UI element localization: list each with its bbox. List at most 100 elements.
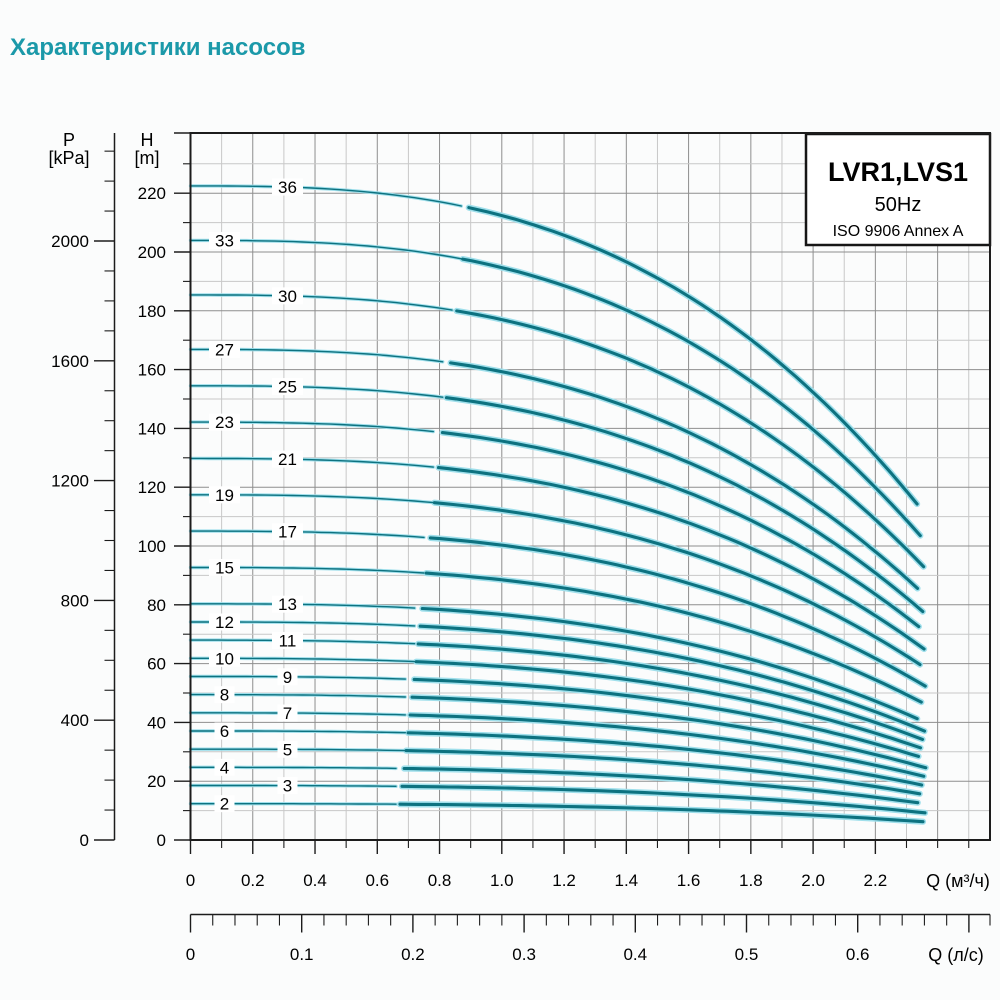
curve-label-11: 11 (279, 631, 297, 650)
pump-curve-13 (420, 606, 919, 721)
pump-curve-7 (408, 713, 926, 778)
q-m3h-tick-label: 2.2 (864, 871, 888, 890)
pressure-axis-symbol: P (63, 130, 75, 150)
h-axis-tick-label: 80 (147, 596, 166, 615)
flow-m3h-unit-label: Q (м³/ч) (926, 871, 990, 891)
q-ls-tick-label: 0.1 (290, 945, 314, 964)
pump-curve-36 (467, 206, 919, 506)
curve-label-bg-5 (277, 740, 298, 758)
curve-label-9: 9 (283, 668, 292, 687)
p-axis-tick-label: 0 (80, 831, 89, 850)
curve-label-33: 33 (215, 231, 234, 250)
pump-curve-10 (414, 660, 923, 750)
pump-curve-17 (428, 536, 927, 688)
legend-standard: ISO 9906 Annex A (833, 223, 964, 240)
curve-label-bg-8 (214, 686, 235, 704)
curve-label-6: 6 (220, 722, 229, 741)
p-axis-tick-label: 400 (61, 711, 89, 730)
page-title: Характеристики насосов (10, 34, 306, 61)
curve-label-30: 30 (278, 287, 297, 306)
pump-curve-25 (444, 396, 925, 614)
pump-curve-4 (402, 766, 920, 805)
pump-curve-36 (189, 185, 462, 207)
pump-curve-17 (189, 530, 425, 539)
curve-label-bg-2 (214, 795, 235, 813)
q-ls-tick-label: 0 (186, 945, 195, 964)
curve-label-bg-7 (277, 704, 298, 722)
curve-label-27: 27 (215, 340, 234, 359)
pump-curve-2 (398, 802, 925, 824)
q-ls-tick-label: 0.6 (846, 945, 870, 964)
curve-label-10: 10 (215, 649, 234, 668)
head-axis-unit: [m] (135, 148, 160, 168)
pump-curve-30 (455, 309, 926, 569)
curve-label-3: 3 (283, 777, 292, 796)
pump-curves (188, 184, 929, 825)
curve-label-bg-27 (209, 340, 240, 358)
curve-label-bg-19 (209, 486, 240, 504)
curve-label-8: 8 (220, 686, 229, 705)
pump-curve-11 (416, 642, 925, 741)
curve-label-bg-12 (209, 613, 240, 631)
pump-curve-5 (404, 749, 922, 796)
legend-box: LVR1,LVS1 50Hz ISO 9906 Annex A (804, 132, 992, 247)
pump-curve-23 (440, 431, 921, 629)
curve-label-5: 5 (283, 740, 292, 759)
curve-label-bg-17 (272, 523, 303, 541)
pump-curve-25 (189, 385, 444, 398)
q-m3h-tick-label: 0.4 (303, 871, 327, 890)
q-m3h-tick-label: 2.0 (801, 871, 825, 890)
curve-label-bg-33 (209, 231, 240, 249)
q-m3h-tick-label: 1.8 (739, 871, 763, 890)
q-m3h-tick-label: 1.0 (490, 871, 514, 890)
legend-frequency: 50Hz (875, 194, 922, 216)
curve-label-17: 17 (278, 523, 297, 542)
curve-label-bg-13 (272, 595, 303, 613)
pump-curve-8 (410, 695, 928, 770)
curve-label-23: 23 (215, 413, 234, 432)
curve-label-12: 12 (215, 613, 234, 632)
q-m3h-tick-label: 0 (186, 871, 195, 890)
curve-label-7: 7 (283, 704, 292, 723)
curve-label-bg-36 (272, 178, 303, 196)
p-axis-tick-label: 2000 (51, 232, 89, 251)
curve-label-bg-4 (214, 758, 235, 776)
h-axis-tick-label: 40 (147, 713, 166, 732)
pump-curve-30 (189, 294, 453, 311)
curve-label-bg-15 (209, 558, 240, 576)
curve-label-bg-30 (272, 287, 303, 305)
curve-label-bg-21 (272, 450, 303, 468)
q-ls-tick-label: 0.2 (401, 945, 425, 964)
curve-label-25: 25 (278, 378, 297, 397)
curve-label-bg-3 (277, 777, 298, 795)
pressure-axis-unit: [kPa] (48, 148, 89, 168)
pump-curve-5 (189, 748, 406, 752)
flow-ls-unit-label: Q (л/с) (928, 945, 984, 965)
curve-label-bg-10 (209, 649, 240, 667)
h-axis-tick-label: 140 (138, 419, 166, 438)
h-axis-tick-label: 160 (138, 361, 166, 380)
pump-curve-3 (400, 784, 927, 815)
legend-model-name: LVR1,LVS1 (828, 157, 968, 187)
pump-curve-7 (189, 712, 406, 716)
curve-label-2: 2 (220, 795, 229, 814)
p-axis-tick-label: 800 (61, 591, 89, 610)
curve-label-bg-25 (272, 378, 303, 396)
flow-m3h-axis: 0 0.2 0.4 0.6 0.8 1.0 1.2 1.4 1.6 1.8 2.0 2.2 (186, 840, 970, 890)
curve-label-4: 4 (220, 758, 229, 777)
q-ls-tick-label: 0.4 (623, 945, 647, 964)
h-axis-tick-label: 100 (138, 537, 166, 556)
pump-curve-12 (418, 624, 927, 733)
p-axis-tick-label: 1200 (51, 472, 89, 491)
h-axis-tick-label: 200 (138, 243, 166, 262)
h-axis-tick-label: 20 (147, 772, 166, 791)
h-axis-tick-label: 60 (147, 655, 166, 674)
p-axis-tick-label: 1600 (51, 352, 89, 371)
q-m3h-tick-label: 0.8 (428, 871, 452, 890)
head-axis-symbol: H (141, 130, 154, 150)
q-ls-tick-label: 0.3 (512, 945, 536, 964)
q-m3h-tick-label: 0.6 (365, 871, 389, 890)
curve-label-15: 15 (215, 558, 234, 577)
pump-curve-15 (424, 571, 923, 704)
